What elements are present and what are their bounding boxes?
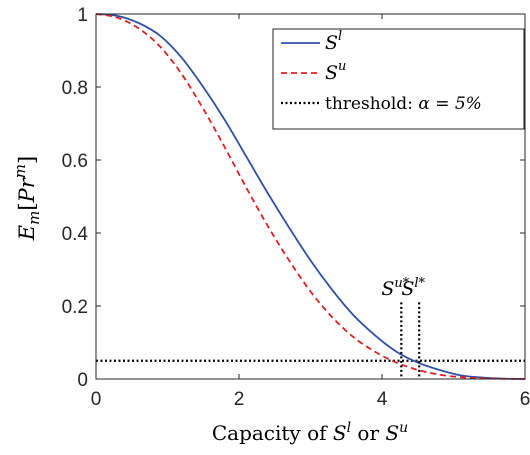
x-tick-label: 6 bbox=[520, 389, 530, 410]
critical-marker-label: Su* bbox=[381, 276, 409, 300]
y-tick-labels: 0 0.2 0.4 0.6 0.8 1 bbox=[62, 5, 89, 391]
series-line-Sl bbox=[95, 13, 526, 380]
x-tick-labels: 0 2 4 6 bbox=[91, 389, 530, 410]
y-axis-label: Em[Prm] bbox=[11, 156, 43, 241]
x-tick-label: 0 bbox=[91, 389, 102, 410]
legend-label-Sl: Sl bbox=[325, 29, 342, 54]
x-tick-label: 4 bbox=[377, 389, 388, 410]
legend-label-threshold: threshold: α = 5% bbox=[325, 94, 482, 114]
x-axis-label: Capacity of Sl or Su bbox=[212, 420, 408, 445]
y-tick-label: 0.2 bbox=[62, 297, 88, 318]
y-tick-label: 0 bbox=[77, 370, 88, 391]
y-tick-label: 0.4 bbox=[62, 224, 89, 245]
axes bbox=[95, 13, 526, 380]
y-tick-label: 1 bbox=[77, 5, 88, 26]
legend-label-Su: Su bbox=[325, 59, 346, 84]
critical-capacity-markers: Su*Sl* bbox=[381, 276, 426, 379]
legend-box bbox=[272, 28, 525, 130]
axes-frame bbox=[95, 13, 526, 380]
x-tick-label: 2 bbox=[234, 389, 245, 410]
y-tick-label: 0.8 bbox=[62, 78, 88, 99]
legend: Sl Su threshold: α = 5% bbox=[272, 28, 525, 130]
critical-marker-label: Sl* bbox=[401, 276, 425, 300]
plot-area bbox=[95, 13, 526, 380]
y-tick-label: 0.6 bbox=[62, 151, 88, 172]
series-line-Su bbox=[95, 13, 526, 380]
